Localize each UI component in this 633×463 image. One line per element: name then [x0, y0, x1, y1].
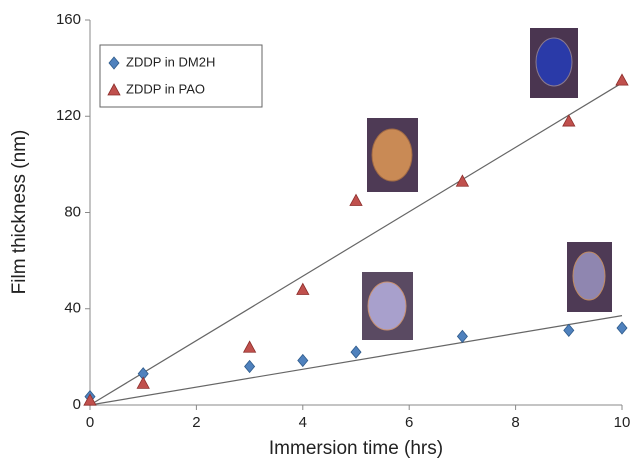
x-tick-label: 4: [299, 414, 307, 431]
data-point: [349, 193, 363, 206]
x-tick-label: 0: [86, 414, 94, 431]
x-tick-label: 2: [192, 414, 200, 431]
legend-label: ZDDP in DM2H: [126, 54, 215, 69]
data-point: [563, 323, 575, 338]
inset-sample: [371, 128, 413, 182]
x-axis-title: Immersion time (hrs): [269, 438, 443, 459]
legend-label: ZDDP in PAO: [126, 81, 205, 96]
data-point: [616, 321, 628, 335]
data-point: [456, 329, 468, 344]
inset-sample: [367, 281, 407, 331]
inset-sample: [572, 251, 606, 301]
y-tick-label: 0: [73, 396, 81, 413]
y-tick-label: 40: [64, 300, 81, 317]
trend-line: [89, 82, 623, 406]
legend-marker: [108, 56, 120, 70]
y-tick-label: 80: [64, 203, 81, 220]
y-axis-title: Film thickness (nm): [9, 130, 30, 295]
data-point: [615, 73, 629, 86]
legend-marker: [107, 83, 121, 96]
y-tick-label: 160: [56, 11, 81, 28]
data-point: [455, 174, 470, 187]
data-point: [136, 376, 150, 389]
data-point: [350, 345, 362, 359]
x-tick-label: 6: [405, 414, 413, 431]
data-point: [297, 353, 309, 368]
x-tick-label: 10: [614, 414, 631, 431]
inset-images: [362, 28, 612, 340]
data-point: [244, 359, 256, 374]
data-point: [242, 340, 257, 353]
data-point: [296, 282, 310, 295]
y-tick-label: 120: [56, 107, 81, 124]
legend: [99, 44, 263, 108]
trend-line: [89, 315, 623, 406]
inset-sample: [535, 37, 573, 87]
x-tick-label: 8: [511, 414, 519, 431]
data-point: [562, 114, 576, 127]
data-point: [83, 393, 97, 406]
